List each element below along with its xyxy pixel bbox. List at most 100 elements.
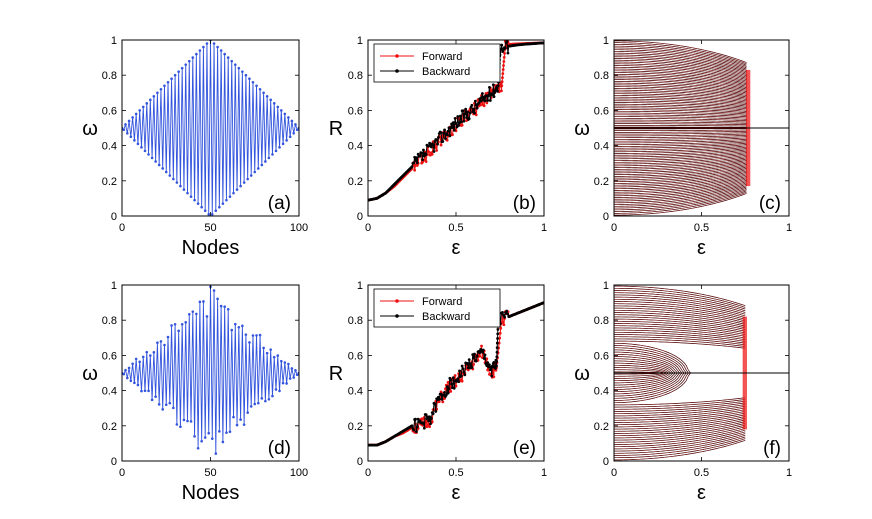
frequency-branch-forward [614, 334, 746, 344]
frequency-branch-forward [614, 440, 746, 461]
data-point [175, 423, 179, 426]
data-point [149, 98, 152, 102]
frequency-branch-forward [614, 316, 746, 330]
y-axis-label: R [329, 118, 343, 140]
data-point [463, 112, 467, 116]
frequency-branch-forward [614, 160, 747, 172]
data-point [445, 138, 449, 142]
data-point [152, 95, 156, 98]
frequency-branch-forward [614, 81, 747, 94]
frequency-branch-forward [614, 131, 747, 133]
frequency-branch-forward [614, 91, 747, 102]
panel-label: (c) [759, 193, 781, 214]
data-point [182, 188, 186, 191]
frequency-branch-forward [614, 44, 747, 66]
data-point [451, 126, 454, 130]
data-point [226, 56, 230, 59]
data-point [501, 72, 505, 76]
frequency-branch-forward [614, 79, 747, 92]
data-point [481, 92, 484, 95]
data-point [241, 70, 244, 73]
frequency-branch-forward [614, 121, 747, 124]
x-tick-label: 1 [541, 467, 547, 479]
data-point [172, 406, 175, 410]
data-point [262, 346, 265, 350]
frequency-branch-forward [614, 173, 747, 189]
data-point [495, 341, 499, 345]
data-point [170, 324, 173, 327]
data-point [239, 184, 242, 188]
frequency-branch-forward [614, 414, 746, 428]
data-point [133, 139, 136, 142]
data-point [415, 156, 418, 160]
frequency-branch-forward [614, 412, 746, 425]
data-point [230, 328, 234, 332]
data-point [465, 116, 468, 119]
frequency-branch-forward [614, 45, 747, 67]
data-point [228, 430, 232, 434]
frequency-branch-forward [614, 182, 747, 202]
frequency-branch-forward [614, 132, 747, 135]
data-point [292, 131, 295, 135]
frequency-branch-forward [614, 166, 747, 181]
data-point [414, 159, 417, 162]
data-point [129, 379, 133, 383]
frequency-branch [614, 372, 746, 399]
data-point [501, 311, 504, 314]
data-point [483, 99, 487, 103]
data-point [415, 430, 418, 434]
frequency-branch-forward [614, 141, 747, 147]
y-tick-label: 0.6 [348, 105, 363, 117]
data-point [207, 212, 211, 216]
data-point [203, 209, 207, 213]
data-point [223, 305, 226, 309]
data-point [235, 188, 239, 191]
frequency-branch-forward [614, 123, 747, 125]
data-point [294, 123, 297, 126]
y-tick-label: 0.2 [594, 176, 609, 188]
frequency-branch-forward [614, 107, 747, 113]
data-point [168, 401, 172, 405]
y-tick-label: 0 [111, 456, 117, 468]
frequency-branch-forward [614, 421, 746, 436]
data-point [495, 359, 499, 363]
frequency-branch-forward [614, 135, 747, 138]
frequency-branch-forward [614, 172, 747, 188]
data-point [269, 98, 272, 102]
frequency-branch-forward [614, 402, 746, 412]
data-point [494, 89, 497, 92]
data-point [267, 397, 271, 401]
panel-label: (d) [268, 438, 291, 459]
data-point [505, 40, 509, 43]
x-tick-label: 1 [786, 222, 792, 234]
frequency-branch-forward [614, 292, 746, 311]
y-tick-label: 0 [357, 456, 363, 468]
frequency-branch-forward [614, 372, 746, 403]
x-tick-label: 0 [365, 222, 371, 234]
frequency-branch-forward [614, 68, 747, 84]
data-point [203, 436, 207, 439]
plot-area-d [122, 285, 299, 455]
data-point [427, 150, 431, 154]
data-point [488, 368, 492, 372]
data-point [457, 124, 461, 127]
data-point [248, 341, 251, 344]
data-point [451, 133, 454, 137]
y-tick-label: 1 [603, 280, 609, 292]
y-tick-label: 0 [111, 211, 117, 223]
data-point [413, 168, 417, 172]
data-point [221, 440, 225, 444]
data-point [460, 364, 464, 368]
y-tick-label: 0.8 [594, 70, 609, 82]
data-point [173, 322, 177, 326]
frequency-branch [614, 372, 746, 404]
frequency-branch-forward [614, 429, 746, 447]
data-point [474, 359, 478, 363]
panel-d: 0 0.2 0.4 0.6 0.8 1 0 50 100 Nodes ω (d) [82, 280, 308, 504]
x-axis-label: ε [452, 482, 461, 504]
data-point [490, 374, 494, 378]
legend-entry: Backward [422, 66, 470, 78]
frequency-branch-forward [614, 438, 746, 458]
data-point [246, 177, 249, 181]
